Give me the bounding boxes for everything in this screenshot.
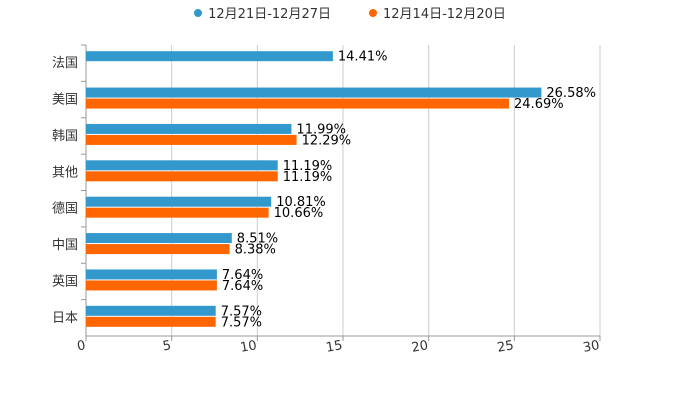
bar-s2-3 <box>86 171 278 182</box>
y-tick-label-4: 德国 <box>52 202 78 217</box>
y-tick-label-3: 其他 <box>52 165 78 180</box>
y-tick-label-2: 韩国 <box>52 129 78 144</box>
bar-s1-0 <box>86 51 333 62</box>
legend-item-series-1[interactable]: 12月21日-12月27日 <box>194 3 331 22</box>
data-label-s1-0: 14.41% <box>338 50 388 65</box>
legend-swatch-series-1 <box>194 8 203 17</box>
bar-s2-5 <box>86 244 230 255</box>
x-tick-label-20: 20 <box>410 338 429 356</box>
data-label-s1-3: 11.19% <box>283 159 333 174</box>
data-label-s1-6: 7.64% <box>222 268 263 283</box>
y-tick-label-7: 日本 <box>52 311 78 326</box>
y-tick-label-0: 法国 <box>52 56 78 71</box>
x-tick-label-15: 15 <box>325 338 344 356</box>
data-label-s1-1: 26.58% <box>546 86 596 101</box>
bar-s1-4 <box>86 196 272 207</box>
bar-s2-2 <box>86 134 297 145</box>
x-tick-label-25: 25 <box>496 338 515 356</box>
data-label-s1-2: 11.99% <box>296 122 346 137</box>
bar-s2-1 <box>86 98 510 109</box>
bar-s1-1 <box>86 87 542 98</box>
bar-s1-7 <box>86 305 216 316</box>
bar-s2-7 <box>86 316 216 327</box>
data-label-s1-7: 7.57% <box>221 304 262 319</box>
legend-label-series-1: 12月21日-12月27日 <box>208 7 331 22</box>
y-tick-label-6: 英国 <box>52 274 78 289</box>
data-label-s2-2: 12.29% <box>302 133 352 148</box>
bar-s1-6 <box>86 269 217 280</box>
legend-item-series-2[interactable]: 12月14日-12月20日 <box>369 3 506 22</box>
x-tick-label-10: 10 <box>239 338 258 356</box>
data-label-s2-3: 11.19% <box>283 170 333 185</box>
legend-swatch-series-2 <box>369 8 377 17</box>
bar-s2-6 <box>86 280 217 291</box>
y-tick-label-1: 美国 <box>52 93 78 108</box>
bar-s1-5 <box>86 233 232 244</box>
bar-s2-4 <box>86 207 269 218</box>
bar-s1-2 <box>86 123 292 134</box>
data-label-s1-5: 8.51% <box>237 232 278 247</box>
y-tick-label-5: 中国 <box>52 238 78 253</box>
data-label-s1-4: 10.81% <box>276 195 326 210</box>
x-tick-label-0: 0 <box>76 338 87 354</box>
data-label-s2-7: 7.57% <box>221 315 262 330</box>
x-tick-label-30: 30 <box>582 338 601 356</box>
x-tick-label-5: 5 <box>162 338 173 354</box>
data-label-s2-4: 10.66% <box>274 206 324 221</box>
data-label-s2-6: 7.64% <box>222 279 263 294</box>
chart-legend: 12月21日-12月27日 12月14日-12月20日 <box>0 3 700 22</box>
data-label-s2-1: 24.69% <box>514 97 564 112</box>
data-label-s2-5: 8.38% <box>235 243 276 258</box>
bar-s1-3 <box>86 160 278 171</box>
legend-label-series-2: 12月14日-12月20日 <box>383 7 506 22</box>
